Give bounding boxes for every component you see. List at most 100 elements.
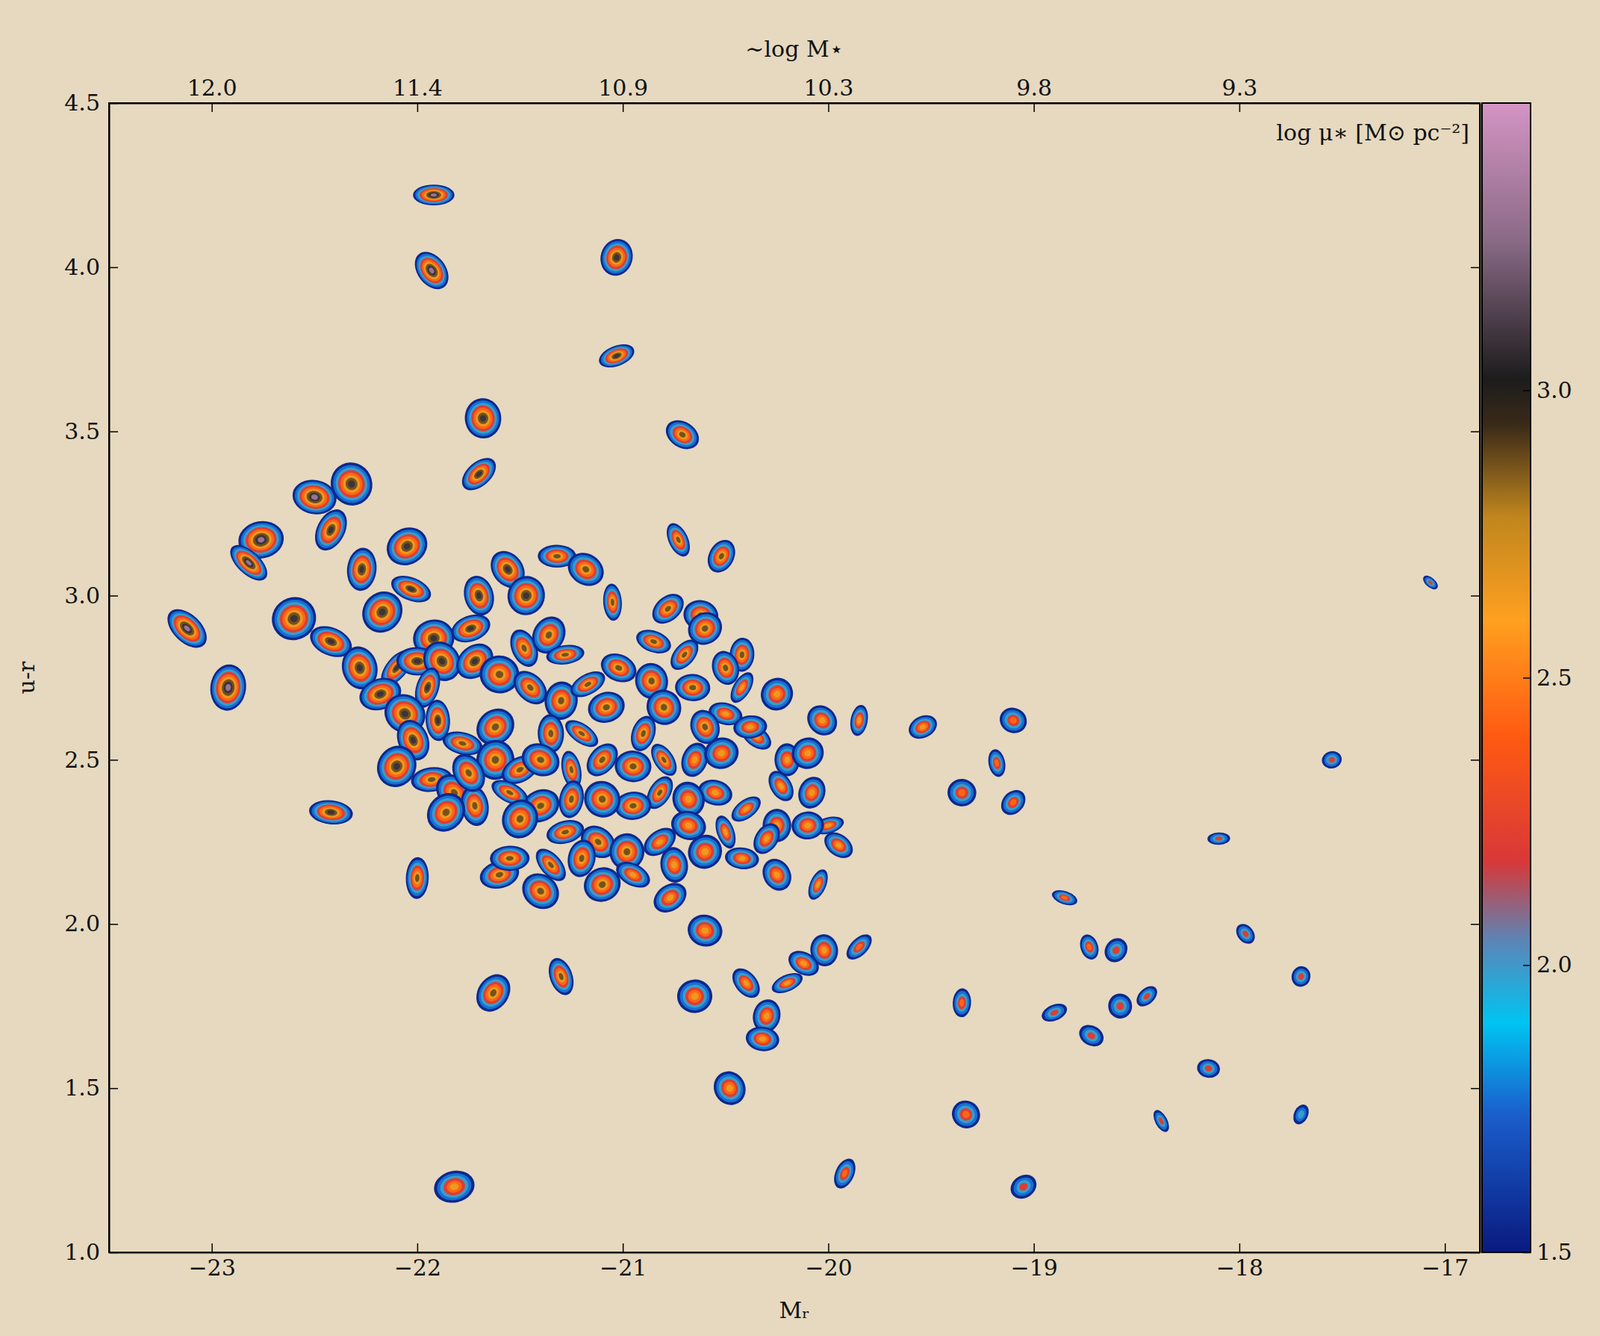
galaxy-ring bbox=[229, 543, 269, 582]
galaxy-ring bbox=[419, 188, 448, 203]
galaxy-ring bbox=[550, 645, 581, 664]
galaxy-ring bbox=[733, 796, 760, 821]
galaxy-ring bbox=[522, 591, 531, 600]
galaxy bbox=[727, 791, 766, 827]
galaxy-ring bbox=[998, 706, 1029, 735]
tick-mark bbox=[1444, 1243, 1447, 1253]
galaxy-ring bbox=[580, 776, 625, 822]
galaxy-ring bbox=[674, 812, 704, 839]
galaxy-ring bbox=[469, 967, 518, 1019]
galaxy-ring bbox=[690, 992, 699, 1000]
galaxy-ring bbox=[610, 598, 615, 606]
galaxy-ring bbox=[608, 658, 630, 677]
galaxy bbox=[1005, 1169, 1041, 1203]
galaxy-ring bbox=[618, 794, 648, 818]
galaxy-ring bbox=[557, 972, 565, 981]
galaxy-ring bbox=[736, 680, 749, 695]
tick-mark bbox=[109, 103, 118, 105]
galaxy-ring bbox=[656, 698, 672, 715]
galaxy-ring bbox=[492, 869, 507, 882]
galaxy-ring bbox=[564, 789, 579, 809]
galaxy-ring bbox=[1005, 712, 1022, 728]
galaxy-ring bbox=[1320, 748, 1344, 770]
galaxy-ring bbox=[592, 749, 613, 771]
galaxy-ring bbox=[710, 1069, 749, 1108]
tick-label: 3.0 bbox=[64, 582, 101, 609]
galaxy-ring bbox=[426, 701, 450, 740]
galaxy-ring bbox=[464, 768, 474, 778]
galaxy-ring bbox=[1155, 1113, 1167, 1129]
galaxy-ring bbox=[596, 235, 638, 280]
galaxy-ring bbox=[409, 865, 425, 891]
galaxy-ring bbox=[593, 790, 610, 808]
galaxy-ring bbox=[406, 732, 420, 747]
galaxy bbox=[456, 451, 503, 497]
galaxy bbox=[763, 766, 799, 806]
galaxy-ring bbox=[389, 529, 425, 563]
galaxy-ring bbox=[333, 465, 370, 502]
galaxy-ring bbox=[568, 721, 594, 745]
galaxy-ring bbox=[234, 548, 263, 577]
galaxy-ring bbox=[676, 978, 714, 1014]
galaxy-ring bbox=[565, 760, 578, 779]
galaxy-ring bbox=[409, 735, 417, 744]
tick: −22 bbox=[394, 1243, 442, 1281]
galaxy-ring bbox=[551, 552, 564, 560]
tick: 4.5 bbox=[64, 89, 118, 116]
galaxy-ring bbox=[660, 601, 675, 616]
galaxy-ring bbox=[521, 872, 560, 910]
galaxy-ring bbox=[207, 662, 249, 714]
galaxy-ring bbox=[546, 957, 576, 996]
galaxy-ring bbox=[692, 838, 718, 864]
galaxy-ring bbox=[630, 718, 656, 749]
galaxy-ring bbox=[834, 840, 843, 849]
galaxy-ring bbox=[649, 638, 658, 645]
tick: 1.0 bbox=[64, 1238, 118, 1265]
galaxy-ring bbox=[687, 611, 722, 646]
galaxy-ring bbox=[710, 742, 733, 764]
galaxy-ring bbox=[323, 635, 339, 648]
galaxy-ring bbox=[437, 803, 455, 822]
galaxy-ring bbox=[605, 347, 628, 365]
galaxy-ring bbox=[957, 1105, 976, 1123]
galaxy-ring bbox=[624, 758, 643, 775]
galaxy-ring bbox=[668, 857, 681, 873]
galaxy-ring bbox=[321, 519, 340, 541]
galaxy-ring bbox=[340, 472, 363, 496]
galaxy-ring bbox=[506, 855, 514, 861]
galaxy-ring bbox=[434, 653, 450, 669]
galaxy-ring bbox=[509, 807, 531, 831]
galaxy-ring bbox=[411, 868, 423, 888]
galaxy-ring bbox=[480, 414, 487, 422]
galaxy-ring bbox=[542, 721, 560, 746]
galaxy-ring bbox=[512, 810, 528, 828]
galaxy-ring bbox=[515, 765, 525, 773]
galaxy bbox=[1076, 931, 1102, 962]
galaxy-ring bbox=[525, 683, 535, 693]
galaxy bbox=[680, 827, 730, 876]
galaxy bbox=[445, 748, 493, 799]
galaxy-ring bbox=[635, 627, 672, 656]
galaxy-ring bbox=[730, 793, 763, 824]
galaxy bbox=[1132, 981, 1161, 1011]
galaxy-ring bbox=[214, 670, 243, 705]
tick-mark bbox=[1523, 677, 1531, 679]
tick: −21 bbox=[599, 1243, 647, 1281]
galaxy-ring bbox=[430, 709, 445, 732]
galaxy-ring bbox=[593, 837, 603, 847]
tick-mark bbox=[1470, 923, 1480, 926]
galaxy-ring bbox=[373, 687, 388, 701]
galaxy-ring bbox=[651, 879, 689, 915]
x-axis: −23−22−21−20−19−18−17 bbox=[109, 1243, 1481, 1281]
galaxy-ring bbox=[536, 801, 546, 811]
galaxy-ring bbox=[721, 710, 730, 717]
galaxy-ring bbox=[497, 850, 522, 867]
galaxy-ring bbox=[604, 588, 621, 617]
galaxy-ring bbox=[734, 715, 766, 738]
galaxy-ring bbox=[951, 987, 973, 1018]
galaxy-ring bbox=[316, 512, 346, 547]
galaxy-ring bbox=[752, 1031, 773, 1047]
galaxy-ring bbox=[427, 266, 435, 275]
galaxy-ring bbox=[461, 456, 497, 492]
galaxy-ring bbox=[288, 613, 299, 624]
